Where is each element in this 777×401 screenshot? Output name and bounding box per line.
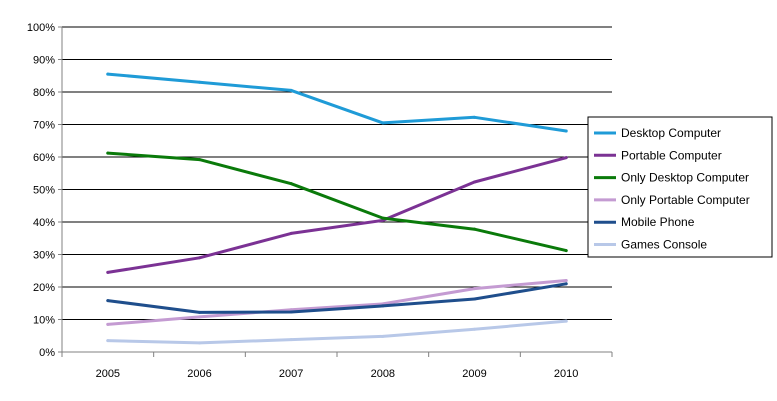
legend-label: Games Console — [621, 238, 707, 252]
data-point — [289, 338, 293, 342]
series-line-only-portable-computer — [106, 279, 568, 326]
x-tick-label: 2009 — [462, 368, 486, 380]
data-point — [198, 341, 201, 345]
legend: Desktop Computer Portable Computer Only De… — [587, 116, 773, 258]
data-point — [289, 310, 293, 314]
data-point — [289, 88, 293, 92]
data-point — [473, 180, 476, 184]
legend-items: Desktop Computer Portable Computer Only De… — [594, 126, 750, 252]
y-tick-label: 40% — [33, 217, 55, 229]
y-tick-label: 20% — [33, 282, 55, 294]
data-point — [289, 231, 293, 235]
x-axis-ticks: 2005 2006 2007 2008 2009 2010 — [61, 352, 613, 380]
data-point — [198, 158, 201, 162]
legend-label: Mobile Phone — [621, 215, 695, 229]
data-point — [473, 115, 476, 119]
x-tick-label: 2006 — [187, 368, 211, 380]
data-point — [564, 156, 568, 160]
data-point — [564, 282, 568, 286]
y-tick-label: 30% — [33, 250, 55, 262]
series-line-games-console — [106, 319, 568, 345]
data-point — [106, 270, 110, 274]
x-tick-label: 2008 — [371, 368, 395, 380]
x-tick-label: 2007 — [279, 368, 303, 380]
data-point — [564, 249, 568, 253]
legend-label: Desktop Computer — [621, 126, 721, 140]
x-tick-label: 2010 — [554, 368, 578, 380]
data-point — [473, 227, 476, 231]
legend-label: Portable Computer — [621, 148, 722, 162]
legend-label: Only Portable Computer — [621, 193, 750, 207]
data-point — [381, 334, 385, 338]
data-point — [198, 315, 201, 319]
y-tick-label: 10% — [33, 315, 55, 327]
data-point — [289, 182, 293, 186]
y-tick-label: 90% — [33, 55, 55, 67]
data-point — [381, 304, 385, 308]
x-tick-label: 2005 — [96, 368, 120, 380]
data-point — [564, 129, 568, 133]
series-line-mobile-phone — [106, 282, 568, 314]
y-tick-label: 70% — [33, 120, 55, 132]
y-tick-label: 100% — [27, 22, 55, 34]
data-point — [198, 256, 201, 260]
data-point — [473, 327, 476, 331]
data-point — [473, 287, 476, 291]
y-axis-ticks: 0% 10% 20% 30% 40% 50% 60% 70% 80% 90% 100% — [27, 22, 62, 359]
y-tick-label: 60% — [33, 152, 55, 164]
data-point — [198, 80, 201, 84]
series-lines — [106, 72, 568, 345]
data-point — [106, 72, 110, 76]
data-point — [106, 322, 110, 326]
data-point — [106, 299, 110, 303]
data-point — [381, 216, 385, 220]
data-point — [106, 151, 110, 155]
data-point — [106, 339, 110, 343]
y-tick-label: 80% — [33, 87, 55, 99]
series-line-only-desktop-computer — [106, 151, 568, 253]
data-point — [198, 310, 201, 314]
y-tick-label: 0% — [39, 347, 55, 359]
data-point — [564, 279, 568, 282]
series-line-desktop-computer — [106, 72, 568, 133]
data-point — [473, 297, 476, 301]
data-point — [564, 319, 568, 323]
legend-label: Only Desktop Computer — [621, 171, 749, 185]
legend-box — [587, 116, 773, 258]
data-point — [381, 121, 385, 125]
series-line-portable-computer — [106, 156, 568, 274]
y-tick-label: 50% — [33, 185, 55, 197]
